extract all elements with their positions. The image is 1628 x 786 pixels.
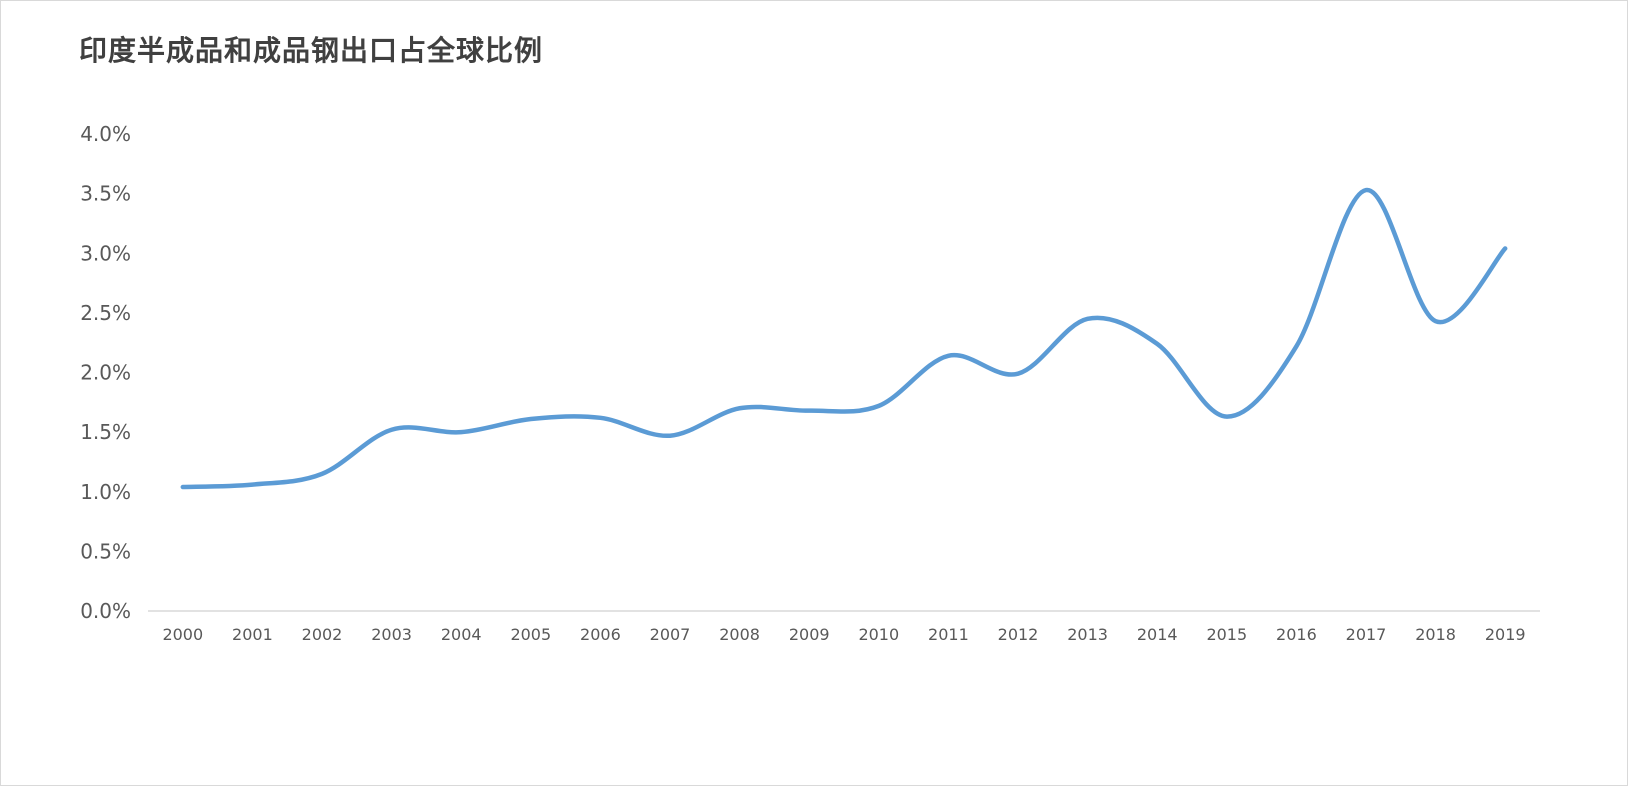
x-tick-label: 2009: [789, 625, 830, 644]
x-tick-label: 2017: [1346, 625, 1387, 644]
x-tick-label: 2010: [858, 625, 899, 644]
y-tick-label: 0.5%: [80, 539, 131, 563]
series-line: [180, 187, 1508, 490]
y-tick-label: 1.5%: [80, 420, 131, 444]
x-tick-label: 2002: [302, 625, 343, 644]
x-tick-label: 2007: [650, 625, 691, 644]
chart-title: 印度半成品和成品钢出口占全球比例: [79, 34, 544, 67]
data-point: [249, 482, 255, 488]
data-point: [319, 471, 325, 477]
x-tick-label: 2016: [1276, 625, 1317, 644]
y-tick-label: 2.0%: [80, 361, 131, 385]
x-tick-label: 2019: [1485, 625, 1526, 644]
x-tick-label: 2003: [371, 625, 412, 644]
x-tick-label: 2018: [1415, 625, 1456, 644]
y-tick-label: 2.5%: [80, 301, 131, 325]
x-tick-label: 2006: [580, 625, 621, 644]
y-tick-label: 4.0%: [80, 122, 131, 146]
data-point: [1154, 341, 1160, 347]
data-point: [180, 484, 186, 490]
x-tick-label: 2001: [232, 625, 273, 644]
data-point: [945, 353, 951, 359]
data-point: [1224, 414, 1230, 420]
data-point: [806, 408, 812, 414]
data-point: [528, 416, 534, 422]
data-point: [876, 403, 882, 409]
y-tick-label: 1.0%: [80, 480, 131, 504]
x-tick-label: 2005: [510, 625, 551, 644]
data-point: [1433, 318, 1439, 324]
x-tick-label: 2011: [928, 625, 969, 644]
data-point: [389, 427, 395, 433]
y-tick-label: 3.5%: [80, 182, 131, 206]
data-point: [597, 415, 603, 421]
x-tick-label: 2004: [441, 625, 482, 644]
data-point: [458, 429, 464, 435]
data-point: [1293, 343, 1299, 349]
y-tick-label: 0.0%: [80, 599, 131, 623]
x-tick-label: 2015: [1206, 625, 1247, 644]
x-tick-label: 2008: [719, 625, 760, 644]
x-tick-label: 2000: [162, 625, 203, 644]
data-point: [737, 405, 743, 411]
data-point: [1015, 371, 1021, 377]
data-point: [1502, 245, 1508, 251]
data-point: [1363, 187, 1369, 193]
data-point: [1085, 316, 1091, 322]
data-point: [667, 433, 673, 439]
x-tick-label: 2013: [1067, 625, 1108, 644]
y-tick-label: 3.0%: [80, 241, 131, 265]
x-tick-label: 2014: [1137, 625, 1178, 644]
x-tick-label: 2012: [998, 625, 1039, 644]
